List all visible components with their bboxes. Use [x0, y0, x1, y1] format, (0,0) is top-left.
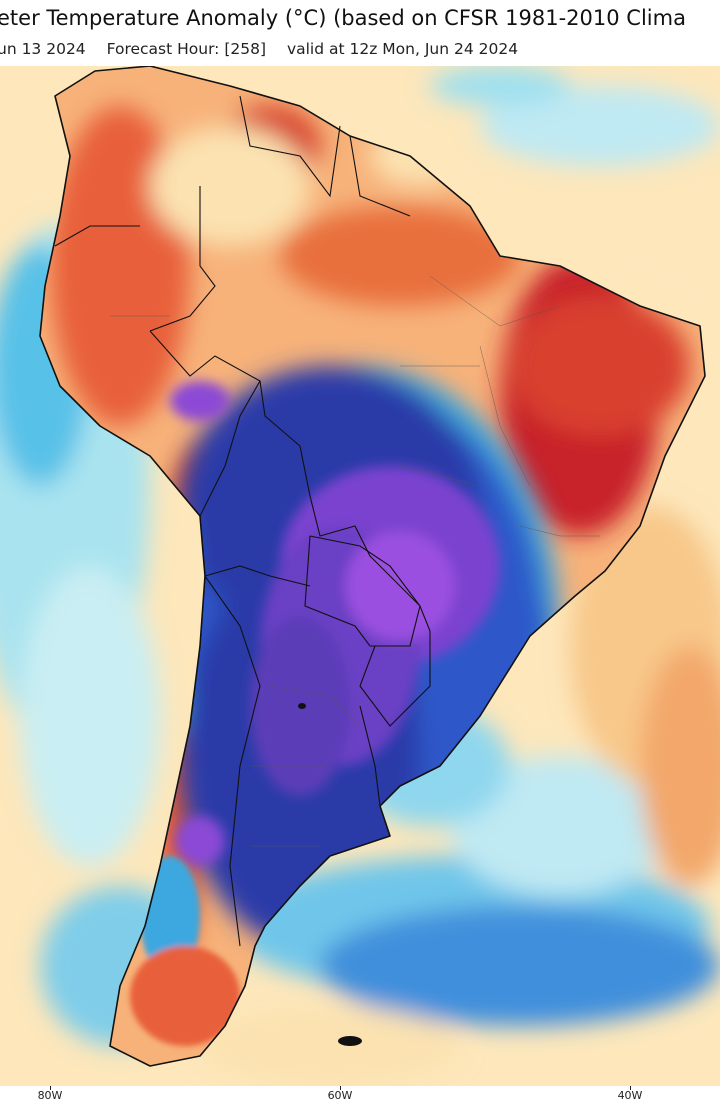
lon-tick-mark — [340, 1086, 341, 1090]
lon-tick-mark — [630, 1086, 631, 1090]
lon-tick-label: 40W — [617, 1089, 643, 1100]
map-title: eter Temperature Anomaly (°C) (based on … — [0, 6, 686, 30]
inland-lakes — [298, 703, 362, 1046]
longitude-axis: 80W 60W 40W — [0, 1086, 720, 1100]
state-borders — [110, 275, 600, 847]
lon-tick-mark — [50, 1086, 51, 1090]
anomaly-map-svg — [0, 66, 720, 1086]
map-subtitle: un 13 2024 Forecast Hour: [258] valid at… — [0, 40, 534, 58]
valid-time-label: valid at 12z Mon, Jun 24 2024 — [286, 40, 519, 58]
country-borders — [54, 95, 431, 947]
lon-tick-label: 80W — [37, 1089, 63, 1100]
lon-tick-label: 60W — [327, 1089, 353, 1100]
anomaly-map — [0, 66, 720, 1086]
run-date-label: un 13 2024 — [0, 40, 86, 58]
forecast-hour-label: Forecast Hour: [258] — [106, 40, 267, 58]
